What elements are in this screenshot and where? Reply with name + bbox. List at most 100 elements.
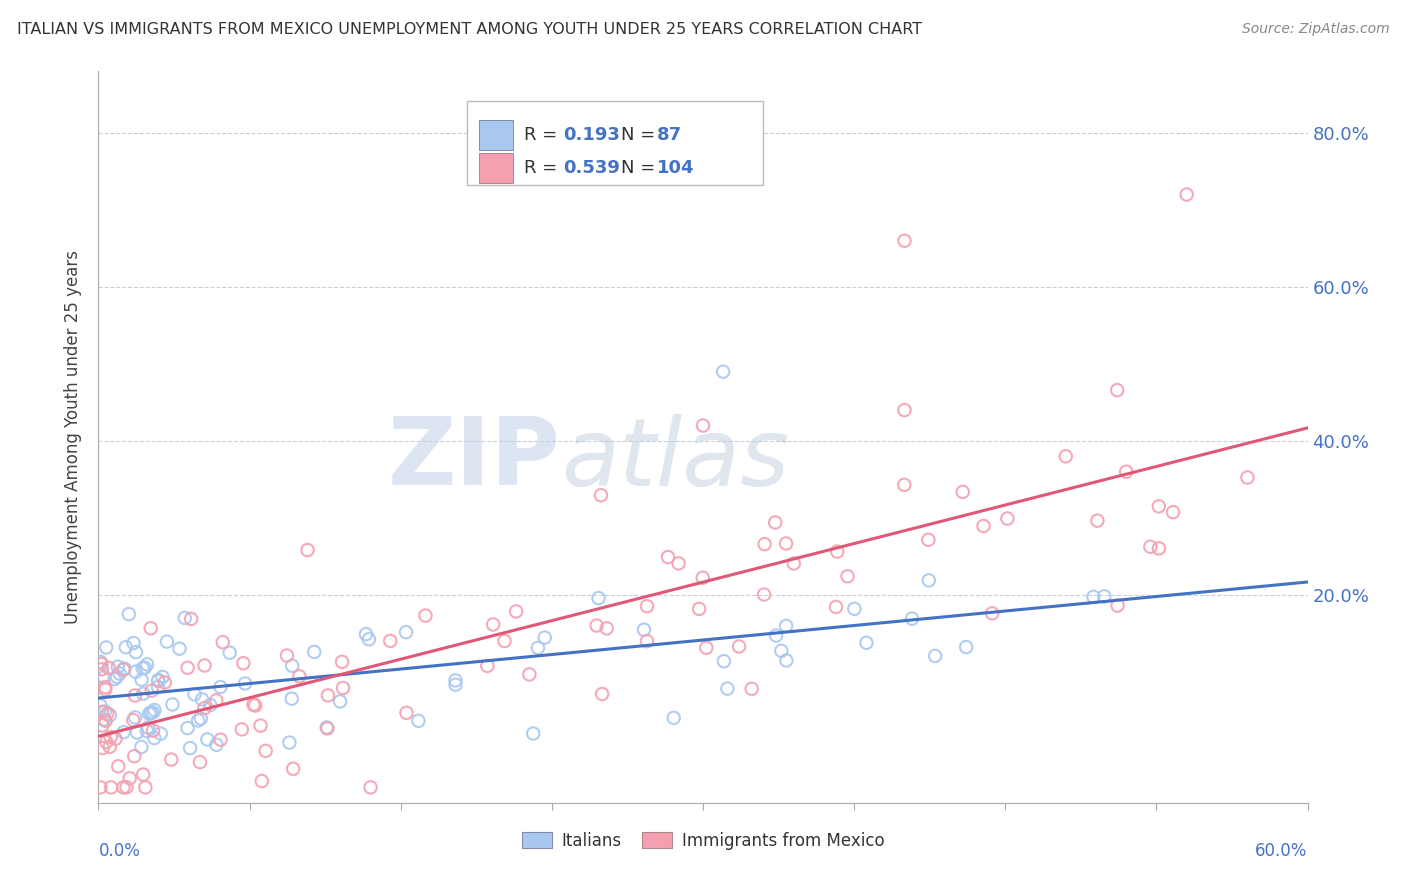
Point <box>90 705 112 719</box>
Point <box>94 705 117 719</box>
Point <box>173 611 195 625</box>
Text: Source: ZipAtlas.com: Source: ZipAtlas.com <box>1241 22 1389 37</box>
Point <box>114 640 136 655</box>
Point <box>395 706 418 720</box>
Point <box>122 636 145 650</box>
Point <box>281 658 304 673</box>
Point <box>98 708 121 723</box>
Point <box>716 681 738 696</box>
Point <box>955 640 977 654</box>
Point <box>415 608 437 623</box>
Point <box>316 722 339 736</box>
Text: 60.0%: 60.0% <box>1256 842 1308 860</box>
Point <box>142 723 165 738</box>
Point <box>636 599 658 614</box>
Point <box>125 665 148 679</box>
Text: 104: 104 <box>657 159 695 177</box>
Point <box>1085 514 1108 528</box>
Point <box>188 755 211 769</box>
Point <box>754 537 776 551</box>
Point <box>205 693 228 707</box>
Point <box>278 735 301 749</box>
Point <box>316 689 339 703</box>
Point <box>136 657 159 672</box>
Point <box>505 604 527 618</box>
Point <box>149 727 172 741</box>
Point <box>122 713 145 727</box>
Point <box>114 662 136 676</box>
Point <box>692 418 714 433</box>
Point <box>218 646 240 660</box>
Point <box>139 621 162 635</box>
Point <box>180 612 202 626</box>
Text: 0.539: 0.539 <box>562 159 620 177</box>
Point <box>1115 465 1137 479</box>
Point <box>103 672 125 686</box>
Point <box>893 234 915 248</box>
Text: ZIP: ZIP <box>388 413 561 505</box>
Point <box>176 661 198 675</box>
Point <box>918 574 941 588</box>
FancyBboxPatch shape <box>479 120 513 150</box>
Point <box>179 741 201 756</box>
Point <box>131 673 153 687</box>
Point <box>494 634 516 648</box>
Point <box>148 673 170 687</box>
Point <box>522 726 544 740</box>
Point <box>98 739 121 754</box>
Point <box>633 623 655 637</box>
Point <box>193 658 215 673</box>
Point <box>191 692 214 706</box>
Point <box>728 640 751 654</box>
Point <box>1175 187 1198 202</box>
Point <box>315 721 337 735</box>
Point <box>125 725 148 739</box>
Point <box>752 588 775 602</box>
Point <box>193 701 215 715</box>
Point <box>139 706 162 720</box>
Point <box>844 602 866 616</box>
Point <box>200 698 222 712</box>
Point <box>143 731 166 745</box>
Point <box>527 640 550 655</box>
Point <box>112 725 135 739</box>
Point <box>330 655 353 669</box>
Point <box>591 687 613 701</box>
Point <box>688 602 710 616</box>
Point <box>380 633 402 648</box>
Point <box>132 687 155 701</box>
Point <box>1147 500 1170 514</box>
Point <box>477 659 499 673</box>
Point <box>89 655 111 669</box>
Point <box>357 632 380 647</box>
Point <box>93 670 115 684</box>
Point <box>713 654 735 668</box>
Point <box>91 741 114 756</box>
Point <box>205 738 228 752</box>
Point <box>596 621 619 635</box>
Point <box>89 698 111 713</box>
Point <box>981 607 1004 621</box>
Point <box>209 732 232 747</box>
Point <box>91 718 114 732</box>
Point <box>131 739 153 754</box>
Point <box>354 627 377 641</box>
Point <box>125 645 148 659</box>
Point <box>112 780 135 795</box>
Point <box>893 403 915 417</box>
Point <box>112 663 135 677</box>
Point <box>901 612 924 626</box>
Point <box>190 712 212 726</box>
Point <box>668 557 690 571</box>
Point <box>160 753 183 767</box>
Point <box>1054 450 1077 464</box>
Point <box>96 735 118 749</box>
Point <box>281 691 304 706</box>
Point <box>183 687 205 701</box>
Point <box>115 780 138 795</box>
Point <box>1083 590 1105 604</box>
Point <box>211 635 233 649</box>
Point <box>124 710 146 724</box>
Point <box>924 648 946 663</box>
Point <box>132 767 155 781</box>
